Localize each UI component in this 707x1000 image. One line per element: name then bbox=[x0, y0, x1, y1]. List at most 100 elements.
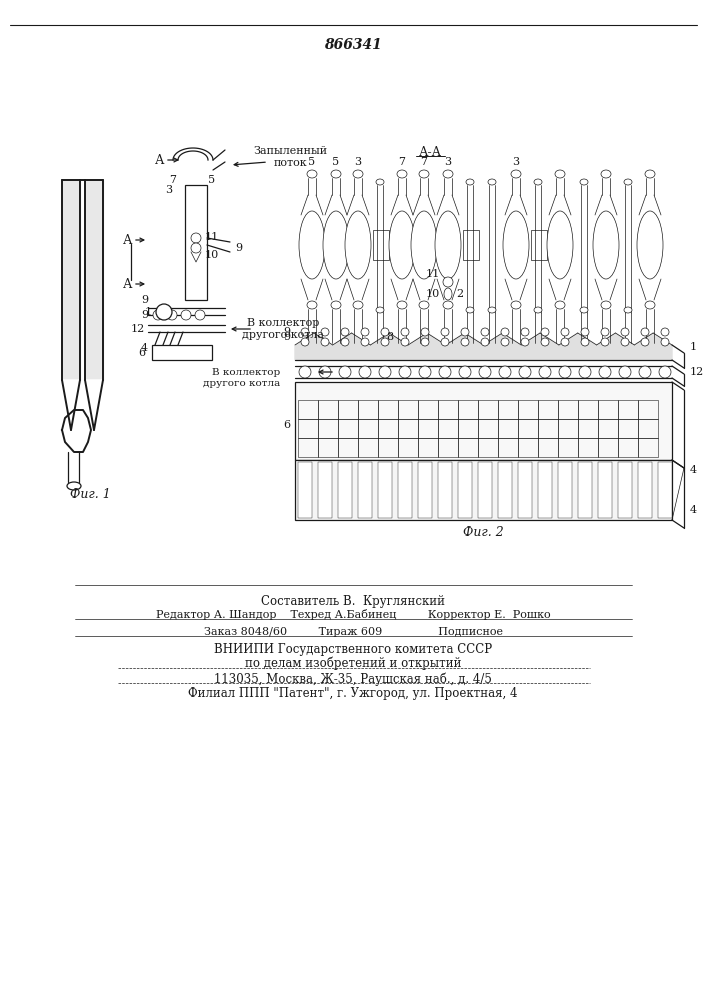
Text: 11: 11 bbox=[205, 232, 219, 242]
Ellipse shape bbox=[389, 211, 415, 279]
Text: 9: 9 bbox=[141, 310, 148, 320]
Bar bbox=[578, 419, 598, 438]
Bar bbox=[398, 462, 412, 518]
Circle shape bbox=[195, 310, 205, 320]
Ellipse shape bbox=[443, 301, 453, 309]
Bar bbox=[318, 462, 332, 518]
Circle shape bbox=[481, 328, 489, 336]
Ellipse shape bbox=[435, 211, 461, 279]
Circle shape bbox=[481, 338, 489, 346]
Bar bbox=[518, 400, 538, 419]
Circle shape bbox=[381, 328, 389, 336]
Ellipse shape bbox=[67, 482, 81, 490]
Circle shape bbox=[599, 366, 611, 378]
Bar bbox=[318, 438, 338, 457]
Ellipse shape bbox=[645, 170, 655, 178]
Circle shape bbox=[439, 366, 451, 378]
Text: 6: 6 bbox=[283, 420, 290, 430]
Bar bbox=[638, 419, 658, 438]
Circle shape bbox=[461, 328, 469, 336]
Ellipse shape bbox=[376, 179, 384, 185]
Bar bbox=[398, 438, 418, 457]
Circle shape bbox=[461, 338, 469, 346]
Ellipse shape bbox=[555, 170, 565, 178]
Text: 4: 4 bbox=[690, 465, 697, 475]
Ellipse shape bbox=[419, 170, 429, 178]
Ellipse shape bbox=[376, 307, 384, 313]
Circle shape bbox=[153, 310, 163, 320]
Text: 9: 9 bbox=[235, 243, 242, 253]
Text: 12: 12 bbox=[690, 367, 704, 377]
Circle shape bbox=[619, 366, 631, 378]
Ellipse shape bbox=[503, 211, 529, 279]
Circle shape bbox=[641, 328, 649, 336]
Circle shape bbox=[641, 338, 649, 346]
Bar bbox=[438, 462, 452, 518]
Circle shape bbox=[359, 366, 371, 378]
Ellipse shape bbox=[307, 170, 317, 178]
Bar bbox=[358, 419, 378, 438]
Ellipse shape bbox=[466, 307, 474, 313]
Circle shape bbox=[401, 328, 409, 336]
Text: 3: 3 bbox=[445, 157, 452, 167]
Bar bbox=[578, 462, 592, 518]
Polygon shape bbox=[62, 180, 80, 380]
Text: 7: 7 bbox=[169, 175, 176, 185]
Bar bbox=[518, 438, 538, 457]
Bar bbox=[438, 400, 458, 419]
Bar bbox=[638, 400, 658, 419]
Bar bbox=[478, 400, 498, 419]
Bar bbox=[378, 438, 398, 457]
Ellipse shape bbox=[488, 179, 496, 185]
Bar bbox=[478, 419, 498, 438]
Bar bbox=[298, 419, 318, 438]
Bar bbox=[458, 462, 472, 518]
Circle shape bbox=[321, 328, 329, 336]
Circle shape bbox=[379, 366, 391, 378]
Ellipse shape bbox=[299, 211, 325, 279]
Bar bbox=[478, 462, 492, 518]
Circle shape bbox=[601, 338, 609, 346]
Ellipse shape bbox=[307, 301, 317, 309]
Text: 113035, Москва, Ж-35, Раушская наб., д. 4/5: 113035, Москва, Ж-35, Раушская наб., д. … bbox=[214, 672, 492, 686]
Bar bbox=[298, 400, 318, 419]
Ellipse shape bbox=[466, 179, 474, 185]
Circle shape bbox=[301, 328, 309, 336]
Bar bbox=[498, 400, 518, 419]
Bar bbox=[558, 419, 578, 438]
Bar bbox=[458, 438, 478, 457]
Bar bbox=[518, 462, 532, 518]
Bar bbox=[598, 462, 612, 518]
Bar bbox=[458, 419, 478, 438]
Ellipse shape bbox=[534, 179, 542, 185]
Bar bbox=[458, 400, 478, 419]
Text: 5: 5 bbox=[332, 157, 339, 167]
Text: 2: 2 bbox=[456, 289, 463, 299]
Circle shape bbox=[339, 366, 351, 378]
Ellipse shape bbox=[624, 179, 632, 185]
Polygon shape bbox=[62, 380, 80, 430]
Bar bbox=[338, 419, 358, 438]
Bar bbox=[185, 185, 207, 300]
Circle shape bbox=[319, 366, 331, 378]
Bar bbox=[338, 438, 358, 457]
Bar bbox=[298, 438, 318, 457]
Circle shape bbox=[561, 328, 569, 336]
Bar bbox=[318, 400, 338, 419]
Text: 12: 12 bbox=[131, 324, 145, 334]
Circle shape bbox=[341, 328, 349, 336]
Bar bbox=[658, 462, 672, 518]
Ellipse shape bbox=[444, 288, 452, 300]
Bar bbox=[418, 419, 438, 438]
Circle shape bbox=[441, 338, 449, 346]
Text: 7: 7 bbox=[421, 157, 428, 167]
Text: 1: 1 bbox=[145, 307, 152, 317]
Text: 1: 1 bbox=[690, 342, 697, 352]
Text: В коллектор
другого котла: В коллектор другого котла bbox=[242, 318, 324, 340]
Bar bbox=[598, 438, 618, 457]
Bar bbox=[378, 419, 398, 438]
Text: 3: 3 bbox=[165, 185, 172, 195]
Circle shape bbox=[541, 338, 549, 346]
Bar bbox=[378, 462, 392, 518]
Text: Редактор А. Шандор    Техред А.Бабинец         Корректор Е.  Рошко: Редактор А. Шандор Техред А.Бабинец Корр… bbox=[156, 609, 550, 620]
